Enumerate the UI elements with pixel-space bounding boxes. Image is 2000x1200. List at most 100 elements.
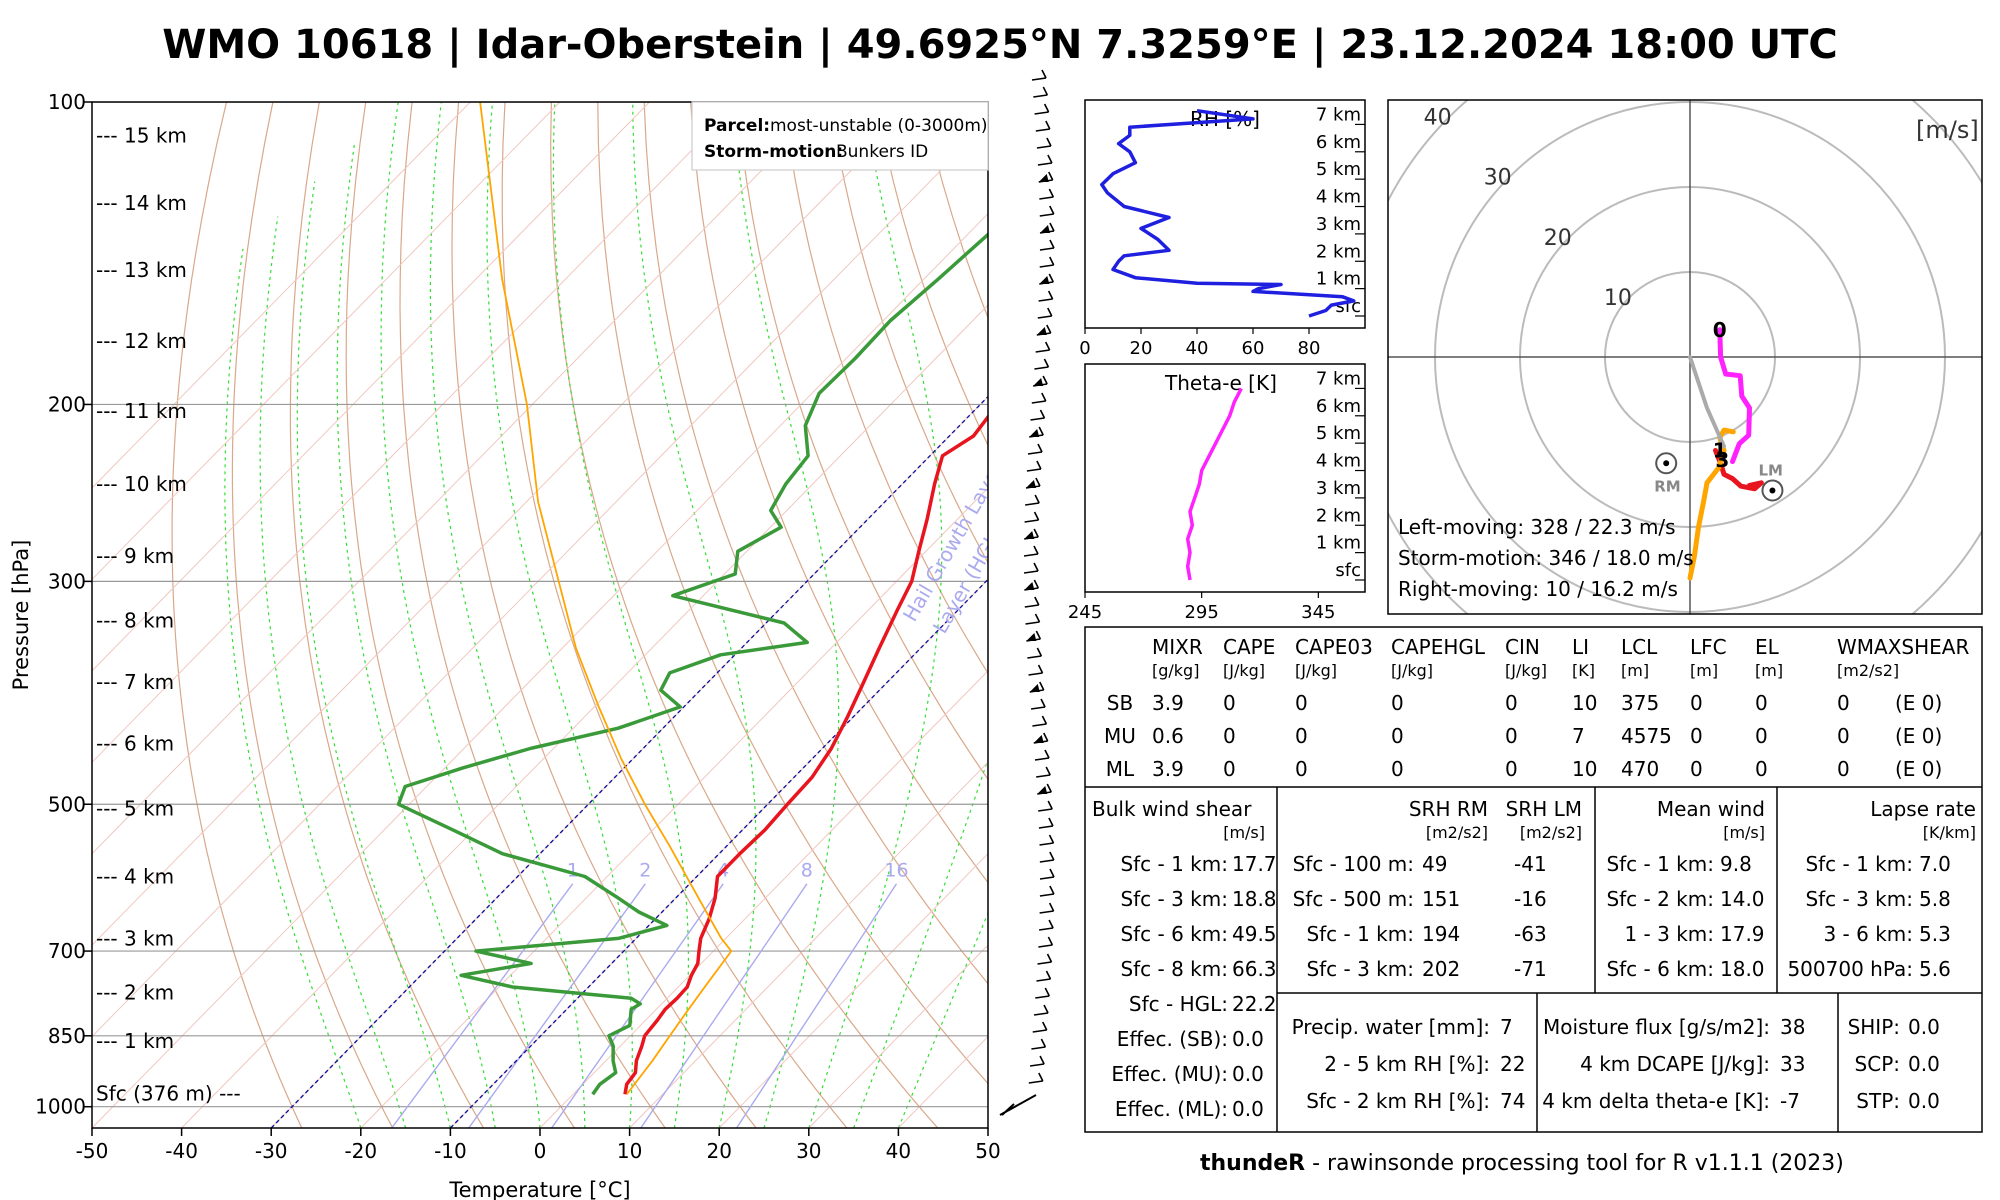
param-cell: 0 [1837,724,1850,748]
wind-barb [1039,256,1055,268]
param-cell: 3.9 [1152,757,1184,781]
barb-shaft [1036,774,1051,778]
level-label: 1 km [1316,533,1361,554]
wind-barb [1037,953,1053,965]
param-header: LFC [1690,635,1727,659]
x-tick-label: 20 [1130,338,1153,359]
footer-text: thundeR - rawinsonde processing tool for… [1200,1151,1844,1176]
barb-shaft [1035,128,1050,132]
x-tick-label: 0 [1079,338,1090,359]
hodo-height-marker: 1 [1713,439,1727,463]
level-label: 6 km [1316,396,1361,417]
mixing-ratio-label: 16 [884,859,908,881]
barb-feather [1045,120,1051,130]
moist-adiabat [632,102,757,1128]
shear-value: 66.3 [1232,957,1277,981]
barb-feather [1048,188,1055,198]
level-label: 3 km [1316,214,1361,235]
barb-flag [1029,429,1040,437]
hgl-boundary [449,578,988,1128]
param-header: CAPEHGL [1391,635,1486,659]
shear-label: Effec. (SB): [1117,1027,1228,1051]
moist-adiabat [429,102,586,1128]
barb-shaft [1025,621,1040,625]
barb-flag [1039,276,1050,284]
barb-shaft [1033,1012,1049,1016]
moist-adiabat [808,102,943,1128]
height-label: --- 4 km [96,864,174,888]
composite-label: SHIP: [1848,1015,1900,1039]
dry-adiabat [171,102,303,1128]
level-label: 7 km [1316,368,1361,389]
srh-lm-header: SRH LM [1506,797,1582,821]
lapse-value: 5.8 [1919,887,1951,911]
param-cell: 0 [1755,691,1768,715]
wind-barb [1031,1038,1047,1050]
x-tick-label: 80 [1298,338,1321,359]
param-cell: 0 [1295,691,1308,715]
shear-value: 22.2 [1232,992,1277,1016]
barb-feather [1042,1021,1048,1031]
storm-motion-dot [1769,487,1776,494]
shear-unit: [m/s] [1223,823,1265,842]
wind-barb [1025,477,1041,489]
height-label: --- 2 km [96,981,174,1005]
wind-barb [1037,783,1052,795]
barb-shaft [1031,77,1047,81]
level-label: 6 km [1316,132,1361,153]
x-tick-label: 30 [796,1139,821,1163]
level-label: 2 km [1316,241,1361,262]
thetae-panel: Theta-e [K] sfc 1 km 2 km 3 km 4 km 5 km 6 km 7… [1068,363,1366,623]
height-label: --- 6 km [96,731,174,755]
x-tick-label: -30 [255,1139,288,1163]
wind-barb [1030,409,1046,421]
moist-adiabat [853,757,988,1128]
lapse-value: 5.3 [1919,922,1951,946]
height-label: --- 9 km [96,544,174,568]
barb-shaft [1031,400,1046,404]
wind-barb [1024,579,1040,591]
barb-shaft [1031,1046,1046,1050]
wind-barb [1031,69,1047,81]
barb-feather [1048,273,1054,283]
barb-shaft [1025,502,1040,506]
param-unit: [J/kg] [1295,661,1337,680]
shear-value: 17.7 [1232,852,1277,876]
barb-feather [1039,409,1046,419]
wind-barb [1038,800,1053,812]
wind-barb [1039,205,1055,217]
param-cell: 0 [1391,757,1404,781]
hodo-segment [1688,355,1726,449]
flux-value: 33 [1780,1052,1805,1076]
meanwind-unit: [m/s] [1723,823,1765,842]
level-label: 2 km [1316,505,1361,526]
barb-shaft [1039,264,1054,268]
barb-shaft [1039,842,1054,846]
barb-feather [1033,545,1039,555]
x-tick-label: -10 [434,1139,467,1163]
barb-feather [1049,222,1055,232]
barb-feather [1044,341,1051,351]
wind-barb [1026,460,1042,472]
tables-frame [1084,626,1983,1133]
barb-flag [1033,735,1044,743]
moist-adiabat [224,248,362,1128]
barb-flag [1024,531,1035,539]
lapse-value: 5.6 [1919,957,1951,981]
shear-label: Sfc - 6 km: [1120,922,1228,946]
barb-feather [1039,681,1045,691]
barb-shaft [1038,825,1054,829]
barb-flag [1037,786,1048,794]
wind-barb [1037,154,1053,166]
dry-adiabat [736,102,988,781]
barb-shaft [1035,995,1050,999]
wind-barb [1023,545,1039,557]
barb-feather [1047,307,1053,317]
lapse-title: Lapse rate [1870,797,1976,821]
param-cell: 0 [1391,724,1404,748]
barb-feather [1038,1072,1044,1082]
barb-feather [1034,596,1040,606]
srh-lm-value: -41 [1514,852,1547,876]
param-header: EL [1755,635,1780,659]
